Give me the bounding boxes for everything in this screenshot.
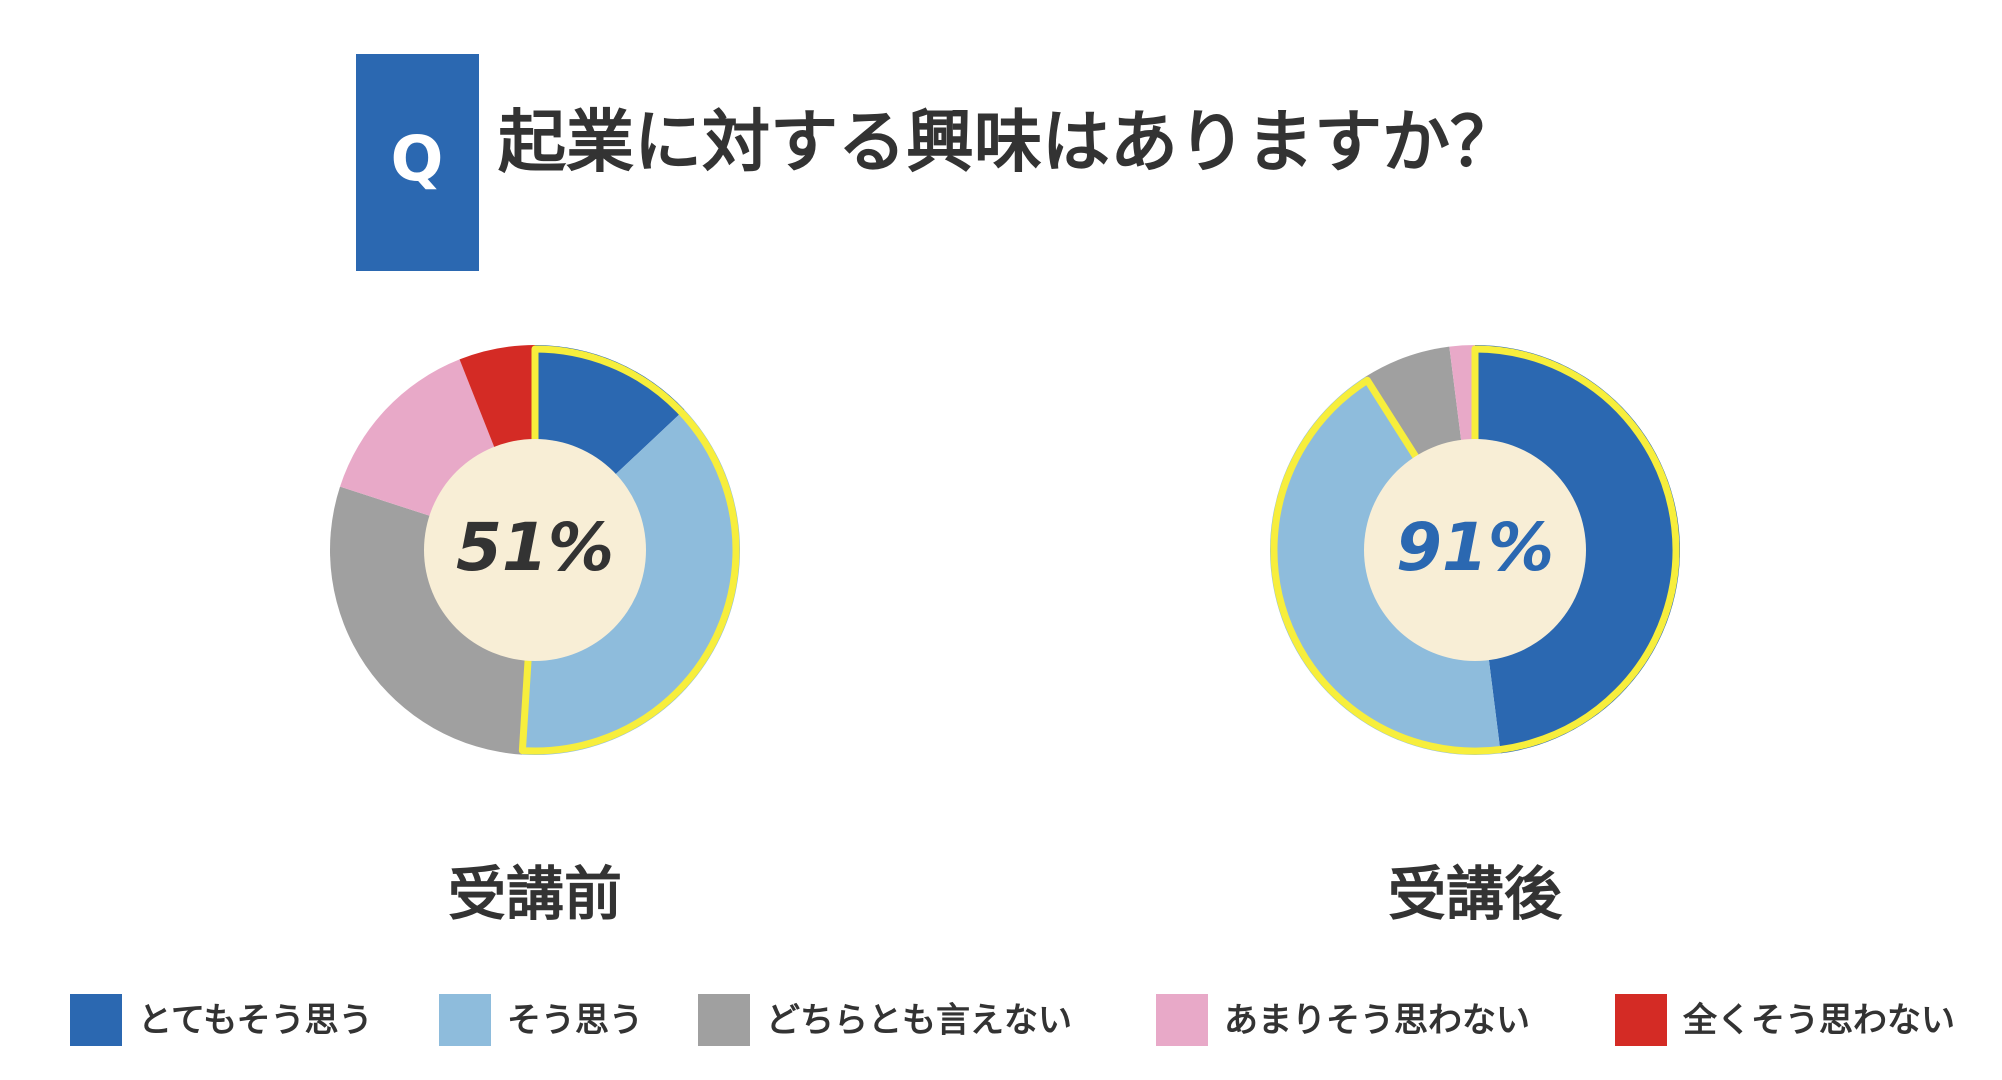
legend-swatch (698, 994, 750, 1046)
q-badge: Q (391, 122, 444, 195)
legend-swatch (439, 994, 491, 1046)
center-label: 91% (1396, 509, 1554, 586)
chart-label: 受講後 (1388, 860, 1563, 928)
legend-swatch (1615, 994, 1667, 1046)
title: 起業に対する興味はありますか？ (498, 104, 1518, 183)
chart-label: 受講前 (448, 860, 622, 928)
legend-label: 全くそう思わない (1682, 1001, 1955, 1041)
highlight-outline (1270, 345, 1680, 755)
legend-label: とてもそう思う (138, 1001, 373, 1041)
legend-label: そう思う (507, 1001, 643, 1041)
donut-center (1364, 439, 1586, 661)
center-label: 51% (456, 509, 614, 586)
highlight-outline (518, 345, 740, 755)
legend-label: あまりそう思わない (1224, 1001, 1530, 1041)
q-badge-box (356, 54, 479, 271)
legend-swatch (1156, 994, 1208, 1046)
donut-center (424, 439, 646, 661)
legend-swatch (70, 994, 122, 1046)
legend-label: どちらとも言えない (766, 1001, 1072, 1041)
